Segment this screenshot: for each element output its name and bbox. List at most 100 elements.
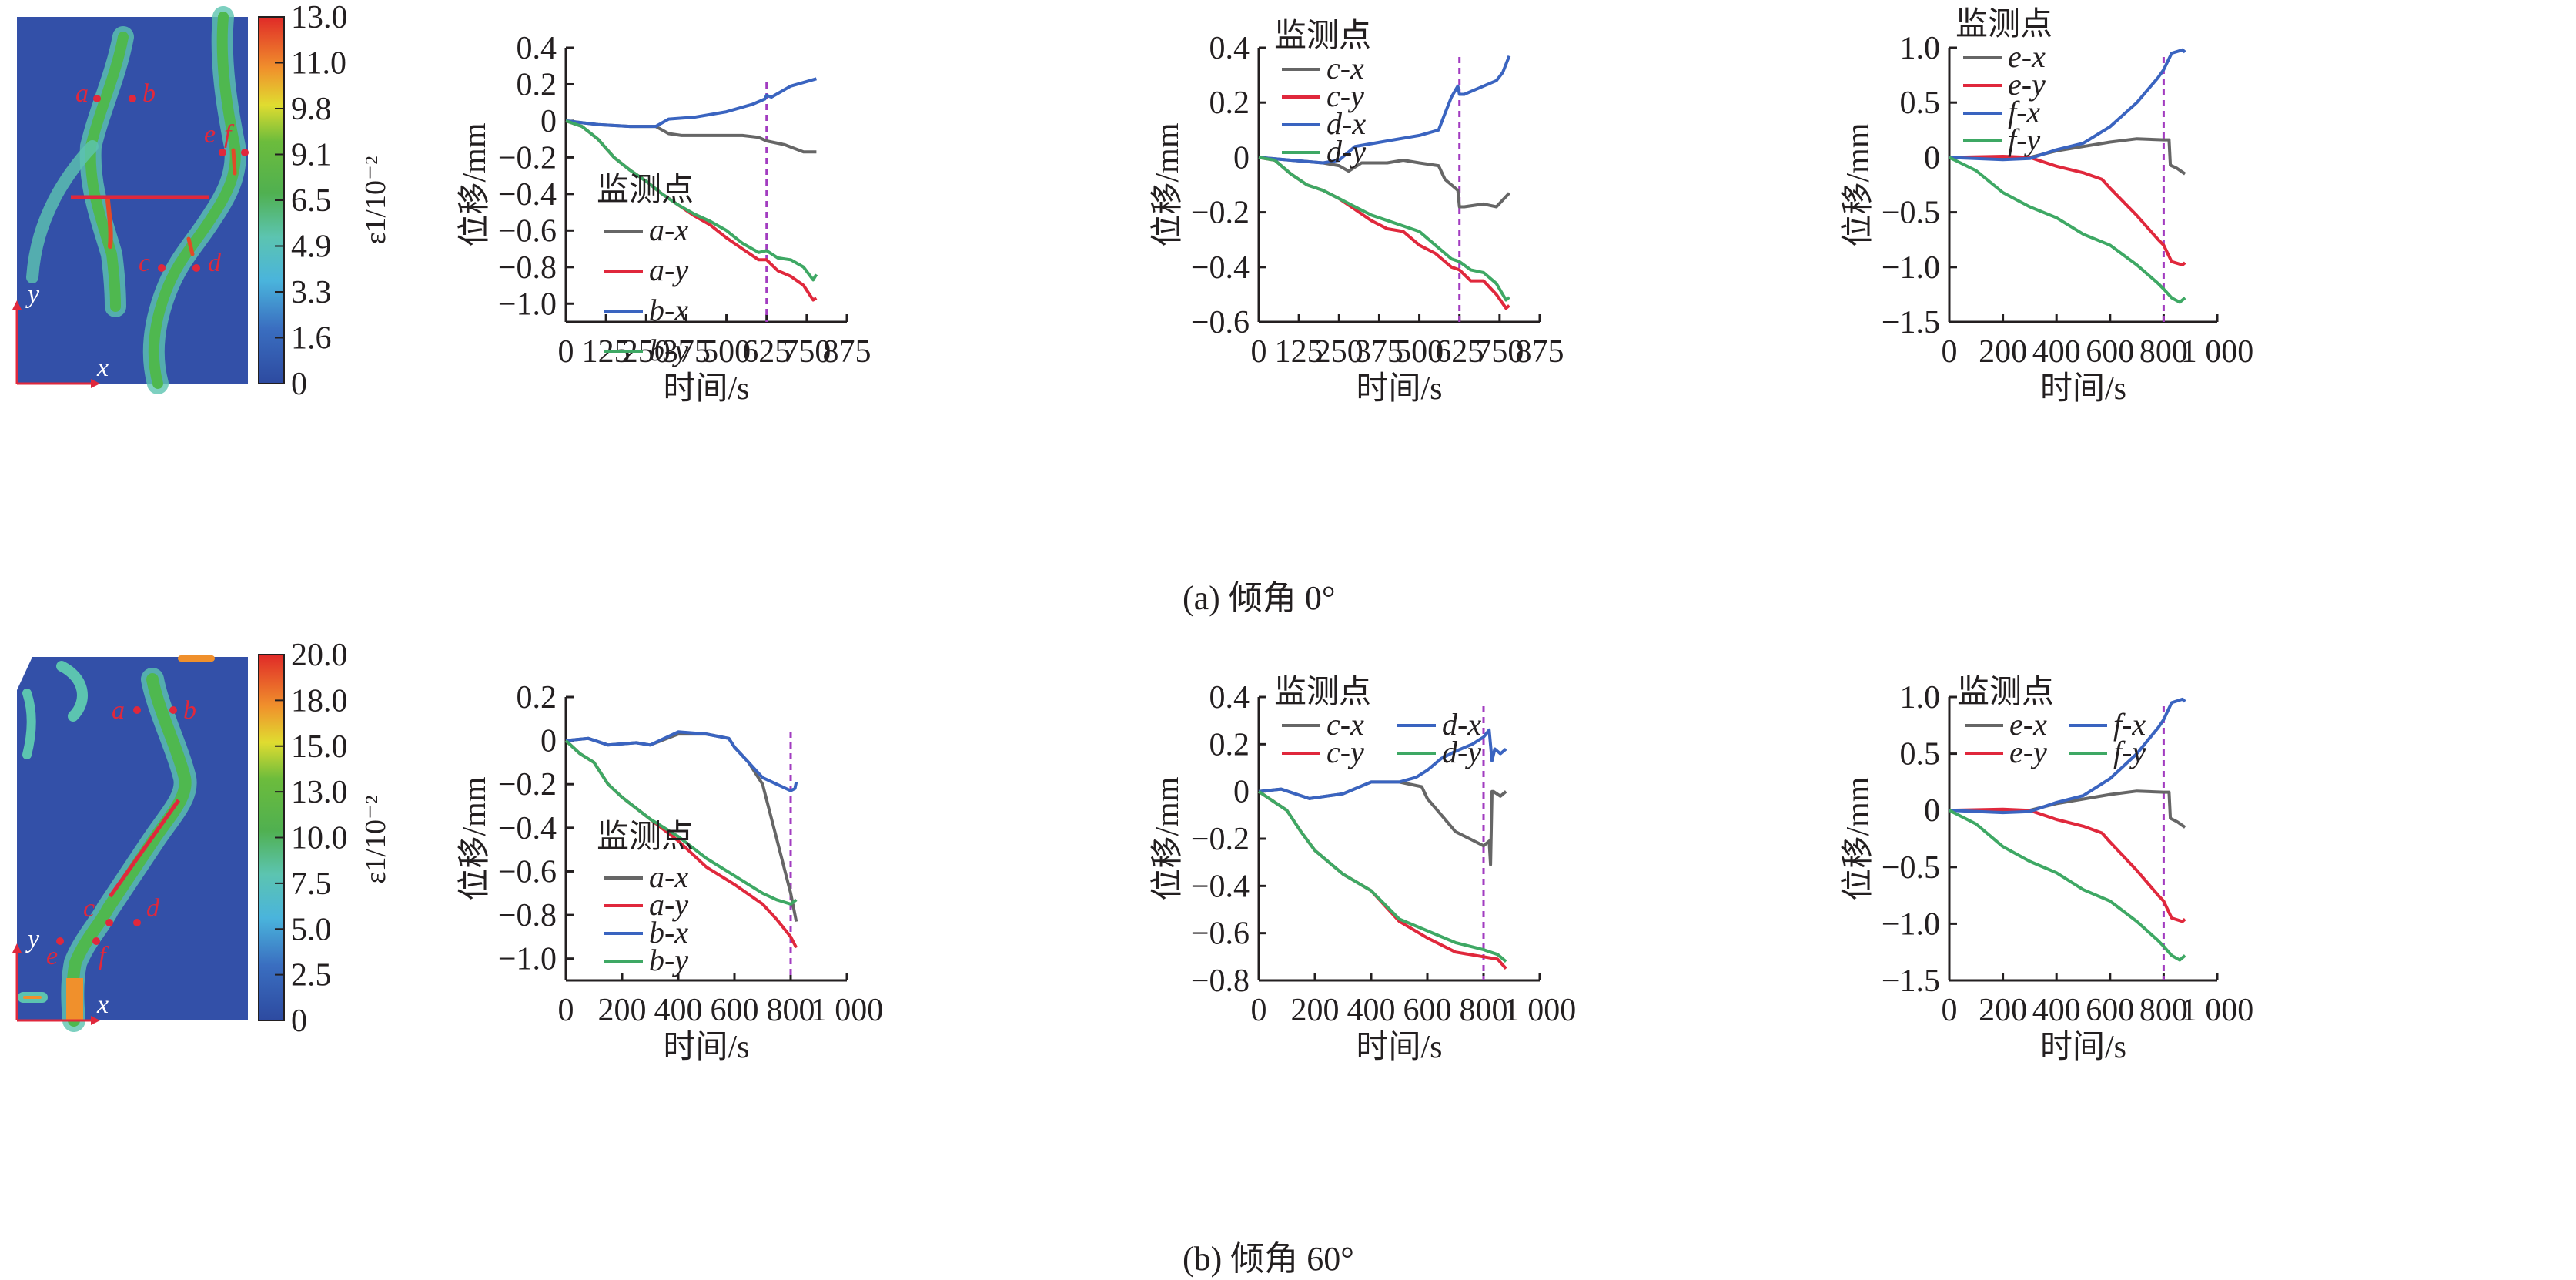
x-tick-label: 800	[767, 993, 815, 1028]
y-tick-label: 0.2	[1209, 727, 1250, 762]
colorbar-tick-label: 7.5	[291, 866, 332, 902]
colorbar-tick-label: 13.0	[291, 0, 348, 35]
legend-label-d-y: d-y	[1442, 735, 1481, 769]
series-line-c-x	[1258, 156, 1510, 209]
series-line-e-y	[1949, 807, 2186, 923]
y-tick-label: −1.5	[1882, 963, 1940, 999]
x-tick-label: 1 000	[2181, 334, 2254, 370]
x-tick-label: 500	[1395, 334, 1444, 370]
legend-label-b-y: b-y	[649, 333, 688, 367]
y-tick-label: −0.2	[1191, 822, 1250, 857]
y-tick-label: 0.2	[517, 680, 557, 715]
axes-arrows	[12, 943, 100, 1025]
reference-line	[108, 799, 181, 898]
y-tick-label: −0.6	[498, 854, 557, 890]
strain-heatmap-b: a b c d e f y x 20.018.015.013.010.07.55…	[12, 638, 392, 1039]
x-tick-label: 0	[1251, 993, 1267, 1028]
legend-label-d-x: d-x	[1326, 106, 1366, 141]
y-tick-label: −1.0	[498, 942, 557, 977]
axes-arrows	[12, 300, 100, 388]
legend-label-c-x: c-x	[1326, 707, 1364, 742]
axis-x-label: x	[96, 354, 109, 382]
y-tick-label: 0.5	[1900, 737, 1941, 772]
legend-title: 监测点	[1955, 7, 2052, 42]
y-tick-label: −0.2	[498, 140, 557, 176]
x-tick-label: 600	[2086, 993, 2134, 1028]
series-line-d-x	[1258, 728, 1507, 800]
x-axis-label: 时间/s	[2040, 1030, 2126, 1065]
x-tick-label: 600	[2086, 334, 2134, 370]
x-tick-label: 875	[1516, 334, 1564, 370]
colorbar-tick-label: 3.3	[291, 275, 332, 310]
x-tick-label: 800	[1460, 993, 1508, 1028]
y-tick-label: −0.4	[498, 811, 557, 846]
legend-label-b-x: b-x	[649, 293, 688, 327]
y-tick-label: −1.0	[498, 286, 557, 322]
y-tick-label: −0.4	[1191, 869, 1250, 904]
point-label-b: b	[183, 696, 196, 725]
chart-a-2: 0.40.20−0.2−0.4−0.60 12525037550062575087…	[1149, 18, 1564, 407]
x-tick-label: 200	[1979, 993, 2027, 1028]
x-tick-label: 400	[2032, 334, 2081, 370]
legend-label-a-y: a-y	[649, 253, 688, 287]
point-label-a: a	[75, 79, 89, 108]
colorbar-tick-label: 5.0	[291, 912, 332, 947]
colorbar-tick-label: 0	[291, 1004, 307, 1039]
series-line-e-y	[1949, 155, 2186, 266]
x-tick-label: 625	[742, 334, 791, 370]
x-axis-label: 时间/s	[663, 1030, 749, 1065]
monitor-points	[93, 95, 249, 272]
legend-label-e-x: e-x	[2008, 39, 2046, 74]
x-tick-label: 0	[1942, 993, 1958, 1028]
point-label-d: d	[208, 249, 222, 277]
y-tick-label: −0.5	[1882, 850, 1940, 886]
colorbar-label: ε1/10⁻²	[360, 156, 392, 245]
y-tick-label: −1.0	[1882, 250, 1940, 286]
legend-title: 监测点	[597, 819, 694, 855]
series-line-d-y	[1257, 790, 1507, 963]
point-label-c: c	[83, 894, 95, 923]
y-tick-label: 0.5	[1900, 85, 1941, 121]
series-line-b-y	[564, 739, 798, 906]
y-axis-label: 位移/mm	[457, 122, 493, 246]
y-tick-label: −0.6	[498, 213, 557, 249]
y-tick-label: −0.6	[1191, 916, 1250, 952]
colorbar-tick-label: 6.5	[291, 183, 332, 219]
x-axis-label: 时间/s	[1356, 1030, 1442, 1065]
series-line-c-y	[1258, 156, 1510, 310]
x-tick-label: 400	[2032, 993, 2081, 1028]
y-tick-label: −0.8	[498, 250, 557, 286]
series-line-b-x	[565, 77, 817, 129]
legend-label-d-y: d-y	[1326, 134, 1366, 169]
legend-title: 监测点	[1957, 675, 2054, 710]
crack-band	[18, 655, 215, 1032]
y-tick-label: 1.0	[1900, 680, 1941, 715]
x-tick-label: 0	[558, 334, 574, 370]
x-tick-label: 0	[1942, 334, 1958, 370]
legend-label-f-x: f-x	[2113, 707, 2146, 742]
legend-label-e-y: e-y	[2009, 735, 2047, 769]
y-axis-label: 位移/mm	[1149, 122, 1186, 246]
series-line-f-x	[1949, 48, 2186, 162]
y-tick-label: 0.4	[517, 31, 557, 66]
y-tick-label: −1.0	[1882, 906, 1940, 942]
legend-label-f-x: f-x	[2008, 95, 2040, 129]
x-tick-label: 600	[1403, 993, 1452, 1028]
series-line-f-y	[1949, 156, 2186, 304]
y-axis-label: 位移/mm	[457, 776, 493, 900]
legend-label-e-y: e-y	[2008, 67, 2046, 102]
axis-x-label: x	[96, 990, 109, 1019]
legend-title: 监测点	[1274, 675, 1371, 710]
legend-label-a-x: a-x	[649, 213, 688, 247]
x-tick-label: 625	[1435, 334, 1484, 370]
y-tick-label: 0.4	[1209, 31, 1250, 66]
monitor-points	[56, 706, 177, 945]
point-label-b: b	[142, 79, 156, 108]
y-tick-label: 1.0	[1900, 31, 1941, 66]
